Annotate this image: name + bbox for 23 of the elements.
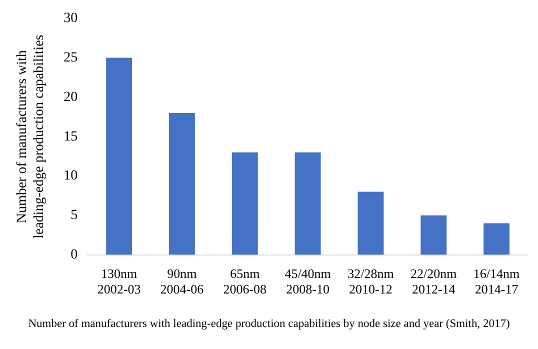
bar xyxy=(484,223,510,255)
x-tick-label: 16/14nm 2014-17 xyxy=(473,266,520,297)
y-tick-label: 5 xyxy=(70,208,78,224)
text: Number of manufacturers with leading-edge production capabilities by node size and year (Smith, 2017) xyxy=(27,318,511,330)
bar xyxy=(168,112,195,255)
x-tick-label: 22/20nm 2012-14 xyxy=(410,266,457,297)
x-tick-label: 65nm 2006-08 xyxy=(223,266,267,297)
bar xyxy=(420,215,447,255)
y-tick-label: 0 xyxy=(70,247,78,262)
bar xyxy=(106,58,132,255)
bar xyxy=(358,192,384,255)
bar xyxy=(232,152,258,255)
y-axis-title: Number of manufacturers with leading-edge production capabilities xyxy=(15,34,47,238)
x-tick-label: 45/40nm 2008-10 xyxy=(284,266,331,297)
y-tick-label: 25 xyxy=(64,50,78,66)
x-tick-label: 130nm 2002-03 xyxy=(97,266,141,297)
y-tick-label: 30 xyxy=(64,11,78,26)
x-tick-label: 32/28nm 2010-12 xyxy=(348,266,394,297)
bar xyxy=(294,152,321,255)
x-tick-label: 90nm 2004-06 xyxy=(160,266,204,297)
y-tick-label: 10 xyxy=(64,168,78,184)
y-tick-label: 15 xyxy=(64,129,78,144)
y-tick-label: 20 xyxy=(64,90,78,105)
